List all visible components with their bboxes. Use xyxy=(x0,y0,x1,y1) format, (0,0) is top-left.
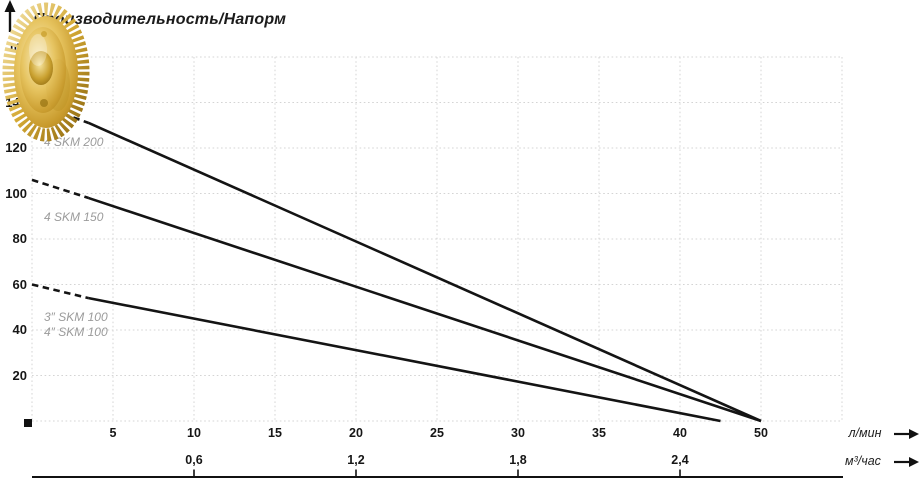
y-tick-label: 100 xyxy=(5,185,27,201)
x-axis-unit-m3h: м³/час xyxy=(845,454,881,468)
x-tick-label: 20 xyxy=(349,426,363,440)
x-tick-label: 10 xyxy=(187,426,201,440)
x-tick-label: 30 xyxy=(511,426,525,440)
y-tick-label: 80 xyxy=(12,231,27,246)
impeller-graphic xyxy=(2,2,90,142)
y-axis-arrow-icon xyxy=(4,0,16,32)
x-axis-unit-lmin: л/мин xyxy=(848,426,882,440)
x-tick-label: 35 xyxy=(592,426,606,440)
y-tick-label: 20 xyxy=(12,367,27,383)
series-label: 3″ SKM 100 xyxy=(44,310,108,325)
impeller-image xyxy=(2,2,90,142)
y-tick-label: 60 xyxy=(12,276,27,292)
unit-arrow-head-icon xyxy=(909,429,919,439)
origin-marker xyxy=(24,419,32,427)
secondary-tick-label: 1,2 xyxy=(347,453,365,467)
unit-arrow-head-icon xyxy=(909,457,919,467)
chart-title: Производительность/Напорм xyxy=(33,11,287,28)
x-tick-label: 15 xyxy=(268,426,282,440)
x-tick-label: 50 xyxy=(754,426,768,440)
pump-curve-0 xyxy=(88,121,762,423)
pump-curve-dashed-0 xyxy=(31,101,90,125)
x-tick-label: 25 xyxy=(430,426,444,440)
y-tick-label: 120 xyxy=(5,140,27,155)
series-label: 4 SKM 150 xyxy=(44,210,104,225)
pump-curve-dashed-2 xyxy=(31,283,90,300)
pump-curve-dashed-1 xyxy=(31,178,90,200)
y-tick-label: 40 xyxy=(12,322,27,337)
x-tick-label: 40 xyxy=(673,426,687,440)
pump-curve-2 xyxy=(88,296,721,423)
series-label: 4 SKM 200 xyxy=(44,134,104,149)
secondary-tick-label: 0,6 xyxy=(185,453,203,467)
series-label: 4″ SKM 100 xyxy=(44,325,108,340)
secondary-tick-label: 2,4 xyxy=(671,453,689,467)
secondary-tick-label: 1,8 xyxy=(509,453,527,467)
x-tick-label: 5 xyxy=(109,426,117,440)
pump-curve-1 xyxy=(88,196,762,423)
